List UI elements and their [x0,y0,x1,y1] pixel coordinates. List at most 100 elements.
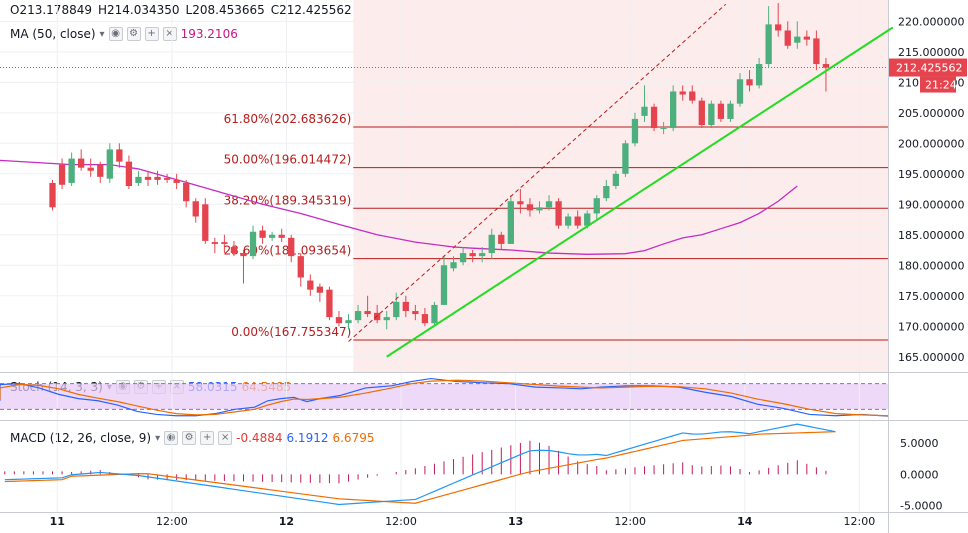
candle-body [450,262,457,269]
candle-body [803,36,810,40]
trend-lines[interactable] [0,3,894,358]
ohlc-open: O213.178849 [10,3,92,17]
candle-body [612,173,620,186]
candle-body [307,280,314,290]
macd-line-value: 6.1912 [286,431,329,445]
eye-icon[interactable]: ◉ [164,431,179,445]
last-price-value: 212.425562 [896,62,962,75]
candle-body [431,304,438,324]
chevron-down-icon[interactable]: ▾ [99,28,105,40]
candle-body [183,182,190,202]
settings-icon[interactable]: ⚙ [182,431,197,445]
macd-legend: MACD (12, 26, close, 9) ▾ ◉ ⚙ + × -0.488… [10,431,374,445]
x-tick-label: 14 [737,515,753,528]
candle-body [116,149,123,162]
candle-body [135,176,142,183]
macd-y-tick-label: 5.0000 [900,437,939,450]
candle-body [106,149,113,179]
candle-body [574,216,581,226]
candle-body [440,265,448,305]
macd-legend-name[interactable]: MACD (12, 26, close, 9) [10,431,152,445]
candle-body [163,178,171,180]
candle-body [211,242,218,244]
candle-body [555,201,562,226]
candle-body [698,100,705,126]
candle-body [727,103,734,119]
stoch-d-line [0,379,889,417]
candle-body [746,79,753,86]
candle-body [498,234,505,244]
candle-body [78,158,85,168]
y-tick-label: 195.000000 [898,168,964,181]
y-tick-label: 170.000000 [898,320,964,333]
add-icon[interactable]: + [144,27,159,41]
y-tick-label: 175.000000 [898,290,964,303]
candle-body [68,158,75,183]
candle-body [249,231,257,257]
chevron-down-icon[interactable]: ▾ [155,432,161,444]
candle-body [488,234,495,254]
y-tick-label: 190.000000 [898,198,964,211]
candle-body [469,253,476,257]
x-tick-label: 12:00 [844,515,876,528]
candle-body [259,230,266,238]
candle-body [230,246,238,254]
candle-body [536,207,543,211]
candle-body [459,253,467,263]
candle-body [240,253,247,257]
fibonacci-retracement[interactable]: 61.80%(202.683626) 50.00%(196.014472) 38.2… [224,112,888,341]
candle-body [192,201,199,217]
candle-body [765,24,772,65]
fib-level-label: 0.00%(167.755347) [231,325,351,339]
settings-icon[interactable]: ⚙ [126,27,141,41]
ohlc-low: L208.453665 [185,3,265,17]
y-tick-label: 165.000000 [898,351,964,364]
candle-body [564,216,572,226]
stoch-k-line [0,377,889,417]
candle-body [335,317,343,324]
x-tick-label: 12:00 [614,515,646,528]
countdown-tag [920,76,956,93]
ohlc-close: C212.425562 [270,3,352,17]
close-icon[interactable]: × [162,27,177,41]
macd-line [4,423,836,506]
macd-y-tick-label: 0.0000 [900,468,939,481]
y-tick-label: 205.000000 [898,107,964,120]
candle-body [545,201,553,208]
ma-legend: MA (50, close) ▾ ◉ ⚙ + × 193.2106 [10,27,238,41]
candlestick-series [49,3,830,330]
candle-body [794,36,801,43]
candle-body [584,213,591,226]
ma-legend-value: 193.2106 [180,27,238,41]
candle-body [421,314,429,324]
candle-body [87,167,94,171]
add-icon[interactable]: + [200,431,215,445]
candle-body [326,289,333,318]
candle-body [316,286,324,293]
candle-body [202,204,209,241]
candle-body [689,91,696,101]
candle-body [288,237,295,257]
macd-signal-line [4,431,836,504]
candle-body [268,234,276,238]
fib-level-label: 50.00%(196.014472) [224,153,352,167]
candle-body [125,161,133,186]
macd-hist-value: -0.4884 [236,431,283,445]
candle-body [813,38,820,65]
candle-body [154,176,161,180]
axes: 220.000000215.000000210.000000205.000000… [50,15,965,528]
close-icon[interactable]: × [218,431,233,445]
candle-body [679,91,686,95]
x-tick-label: 12:00 [385,515,417,528]
uptrend-line [386,26,894,358]
candle-body [708,103,715,126]
candle-body [58,164,66,185]
candle-body [641,106,648,116]
candle-body [717,103,725,119]
candle-body [526,204,534,211]
eye-icon[interactable]: ◉ [108,27,123,41]
candle-body [650,106,658,129]
y-tick-label: 180.000000 [898,259,964,272]
ma-legend-name[interactable]: MA (50, close) [10,27,96,41]
